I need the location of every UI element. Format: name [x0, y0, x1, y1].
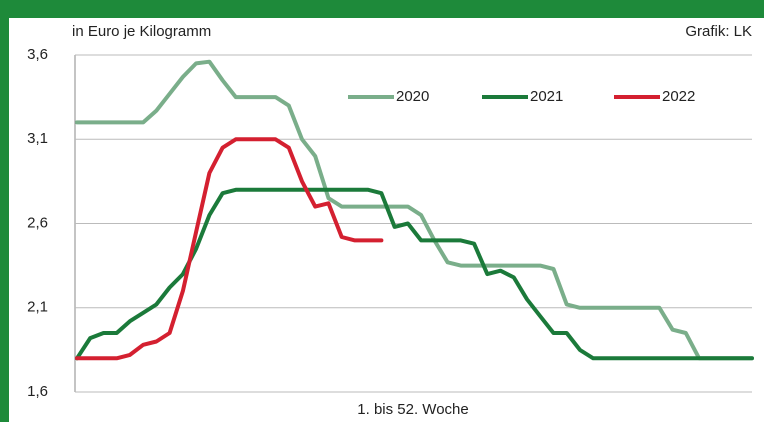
axis-label: in Euro je Kilogramm: [72, 23, 211, 40]
y-tick-label: 2,6: [27, 214, 48, 231]
legend-label: 2021: [530, 88, 563, 105]
series-line: [75, 187, 754, 361]
header-band: [0, 0, 764, 18]
y-tick-label: 3,6: [27, 46, 48, 63]
y-tick-label: 1,6: [27, 383, 48, 400]
left-border: [0, 0, 9, 422]
legend-label: 2020: [396, 88, 429, 105]
legend-label: 2022: [662, 88, 695, 105]
x-axis-label: 1. bis 52. Woche: [357, 401, 468, 418]
y-tick-label: 2,1: [27, 299, 48, 316]
source: Grafik: LK: [685, 23, 752, 40]
series-line: [75, 137, 384, 361]
series-line: [75, 59, 754, 361]
y-tick-label: 3,1: [27, 130, 48, 147]
